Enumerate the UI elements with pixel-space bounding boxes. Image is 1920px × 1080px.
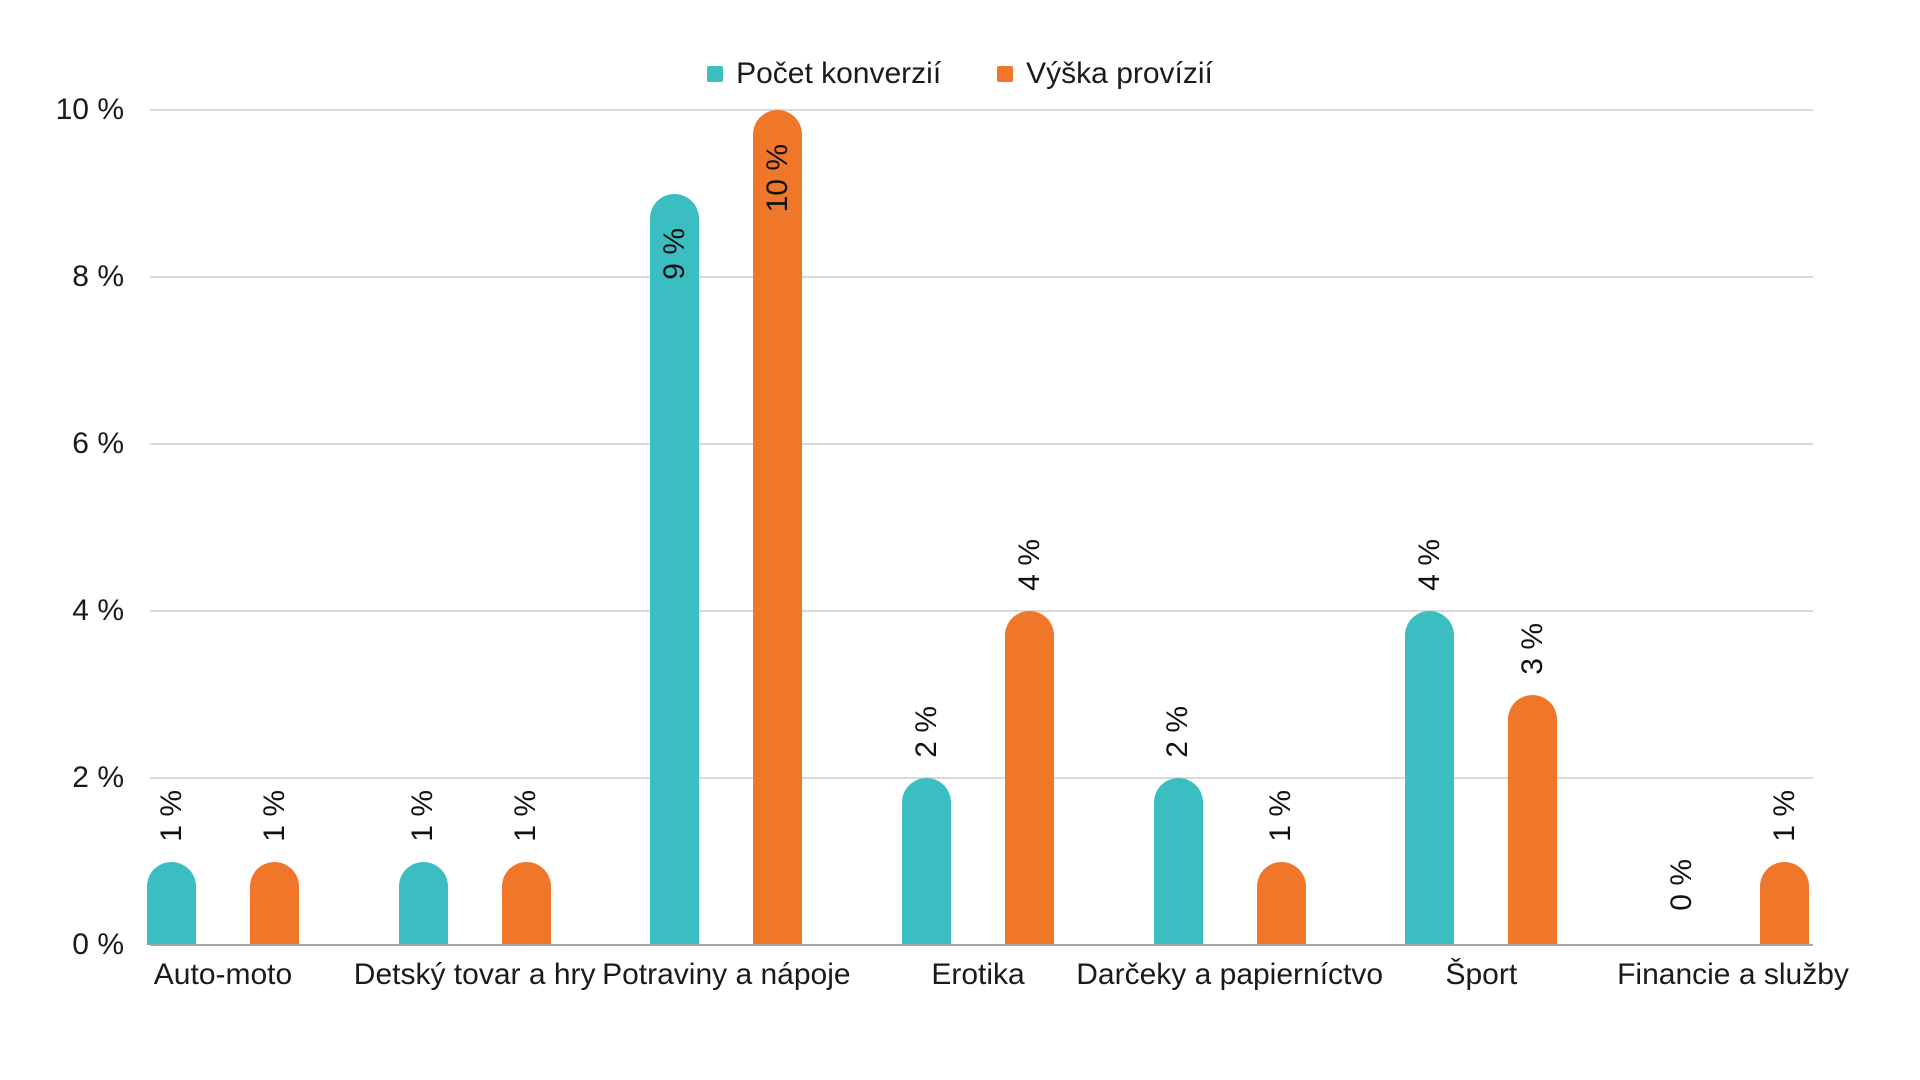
bar: 1 %	[398, 790, 448, 945]
bar-value-label: 0 %	[1664, 859, 1698, 911]
legend-label: Počet konverzií	[736, 57, 942, 90]
category-column: 0 % 1 % Financie a služby	[1617, 110, 1849, 991]
bar-value-label: 1 %	[154, 789, 188, 842]
category-column: 1 % 1 % Detský tovar a hry	[354, 110, 596, 991]
legend-swatch-teal-icon	[707, 66, 724, 82]
bar-fill	[1256, 861, 1306, 945]
x-axis-line	[150, 944, 1813, 946]
bar-fill	[1405, 611, 1455, 945]
bar-fill	[1153, 778, 1203, 945]
bar: 1 %	[147, 790, 196, 945]
gridline	[150, 109, 1813, 111]
bar: 1 %	[250, 790, 299, 945]
bar-value-label: 1 %	[1264, 789, 1298, 842]
bar-value-label: 10 %	[760, 144, 794, 213]
bar-fill	[501, 861, 551, 945]
bar-fill	[1508, 694, 1558, 945]
chart-plot-area: 0 % 2 % 4 % 6 % 8 % 10 % 1 % 1 % Auto-moto 1 % 1 %…	[56, 93, 1849, 991]
y-axis-tick-label: 0 %	[72, 928, 124, 961]
bar-fill	[398, 861, 448, 945]
category-column: 1 % 1 % Auto-moto	[113, 110, 333, 991]
bar-fill	[1005, 611, 1054, 945]
x-axis-category-label: Auto-moto	[153, 958, 293, 991]
legend-item-vyska-provizii: Výška provízií	[997, 57, 1213, 91]
bar: 2 %	[1153, 706, 1203, 945]
y-axis-tick-label: 2 %	[72, 761, 124, 794]
category-column: 2 % 1 % Darčeky a papierníctvo	[1076, 110, 1383, 991]
legend-label: Výška provízií	[1026, 57, 1213, 90]
x-axis-category-label: Potraviny a nápoje	[602, 958, 851, 991]
bar-fill	[753, 110, 803, 945]
gridline	[150, 777, 1813, 779]
y-axis-tick-label: 10 %	[55, 93, 124, 126]
bar-value-label: 1 %	[406, 789, 440, 842]
bar: 2 %	[902, 706, 951, 945]
y-axis-tick-label: 8 %	[72, 260, 124, 293]
gridline	[150, 443, 1813, 445]
bar-value-label: 2 %	[909, 706, 943, 758]
category-column: 9 % 10 % Potraviny a nápoje	[602, 110, 851, 991]
x-axis-category-label: Darčeky a papierníctvo	[1076, 958, 1384, 991]
y-axis-tick-label: 6 %	[72, 427, 124, 460]
bar-fill	[147, 861, 196, 945]
category-column: 2 % 4 % Erotika	[868, 110, 1088, 991]
bar-fill	[902, 778, 951, 945]
y-axis-tick-label: 4 %	[72, 594, 124, 627]
bar-value-label: 3 %	[1515, 622, 1549, 675]
x-axis-category-label: Detský tovar a hry	[353, 958, 596, 991]
bar: 3 %	[1508, 623, 1558, 945]
bar-value-label: 4 %	[1412, 539, 1446, 591]
x-axis-category-label: Erotika	[931, 958, 1025, 991]
bar-fill	[250, 861, 299, 945]
legend-item-pocet-konverzii: Počet konverzií	[707, 57, 941, 91]
x-axis-category-label: Šport	[1445, 958, 1518, 991]
bar-value-label: 4 %	[1012, 539, 1046, 591]
bar: 1 %	[1256, 790, 1306, 945]
bar-value-label: 2 %	[1161, 706, 1195, 758]
bar-value-label: 1 %	[1767, 789, 1801, 842]
bar-fill	[650, 193, 700, 945]
category-column: 4 % 3 % Šport	[1371, 110, 1591, 991]
legend-swatch-orange-icon	[997, 66, 1014, 82]
gridline	[150, 610, 1813, 612]
x-axis-category-label: Financie a služby	[1617, 958, 1849, 991]
bar: 4 %	[1405, 539, 1455, 945]
bar-value-label: 9 %	[657, 227, 691, 280]
bar-value-label: 1 %	[509, 789, 543, 842]
bar-value-label: 1 %	[257, 789, 291, 842]
bar: 4 %	[1005, 539, 1054, 945]
bar: 9 %	[650, 193, 700, 945]
bar: 10 %	[753, 110, 803, 945]
bar: 1 %	[1760, 790, 1809, 945]
legend: Počet konverzií Výška provízií	[0, 52, 1920, 96]
bar: 1 %	[501, 790, 551, 945]
gridline	[150, 276, 1813, 278]
bar-fill	[1760, 861, 1809, 945]
